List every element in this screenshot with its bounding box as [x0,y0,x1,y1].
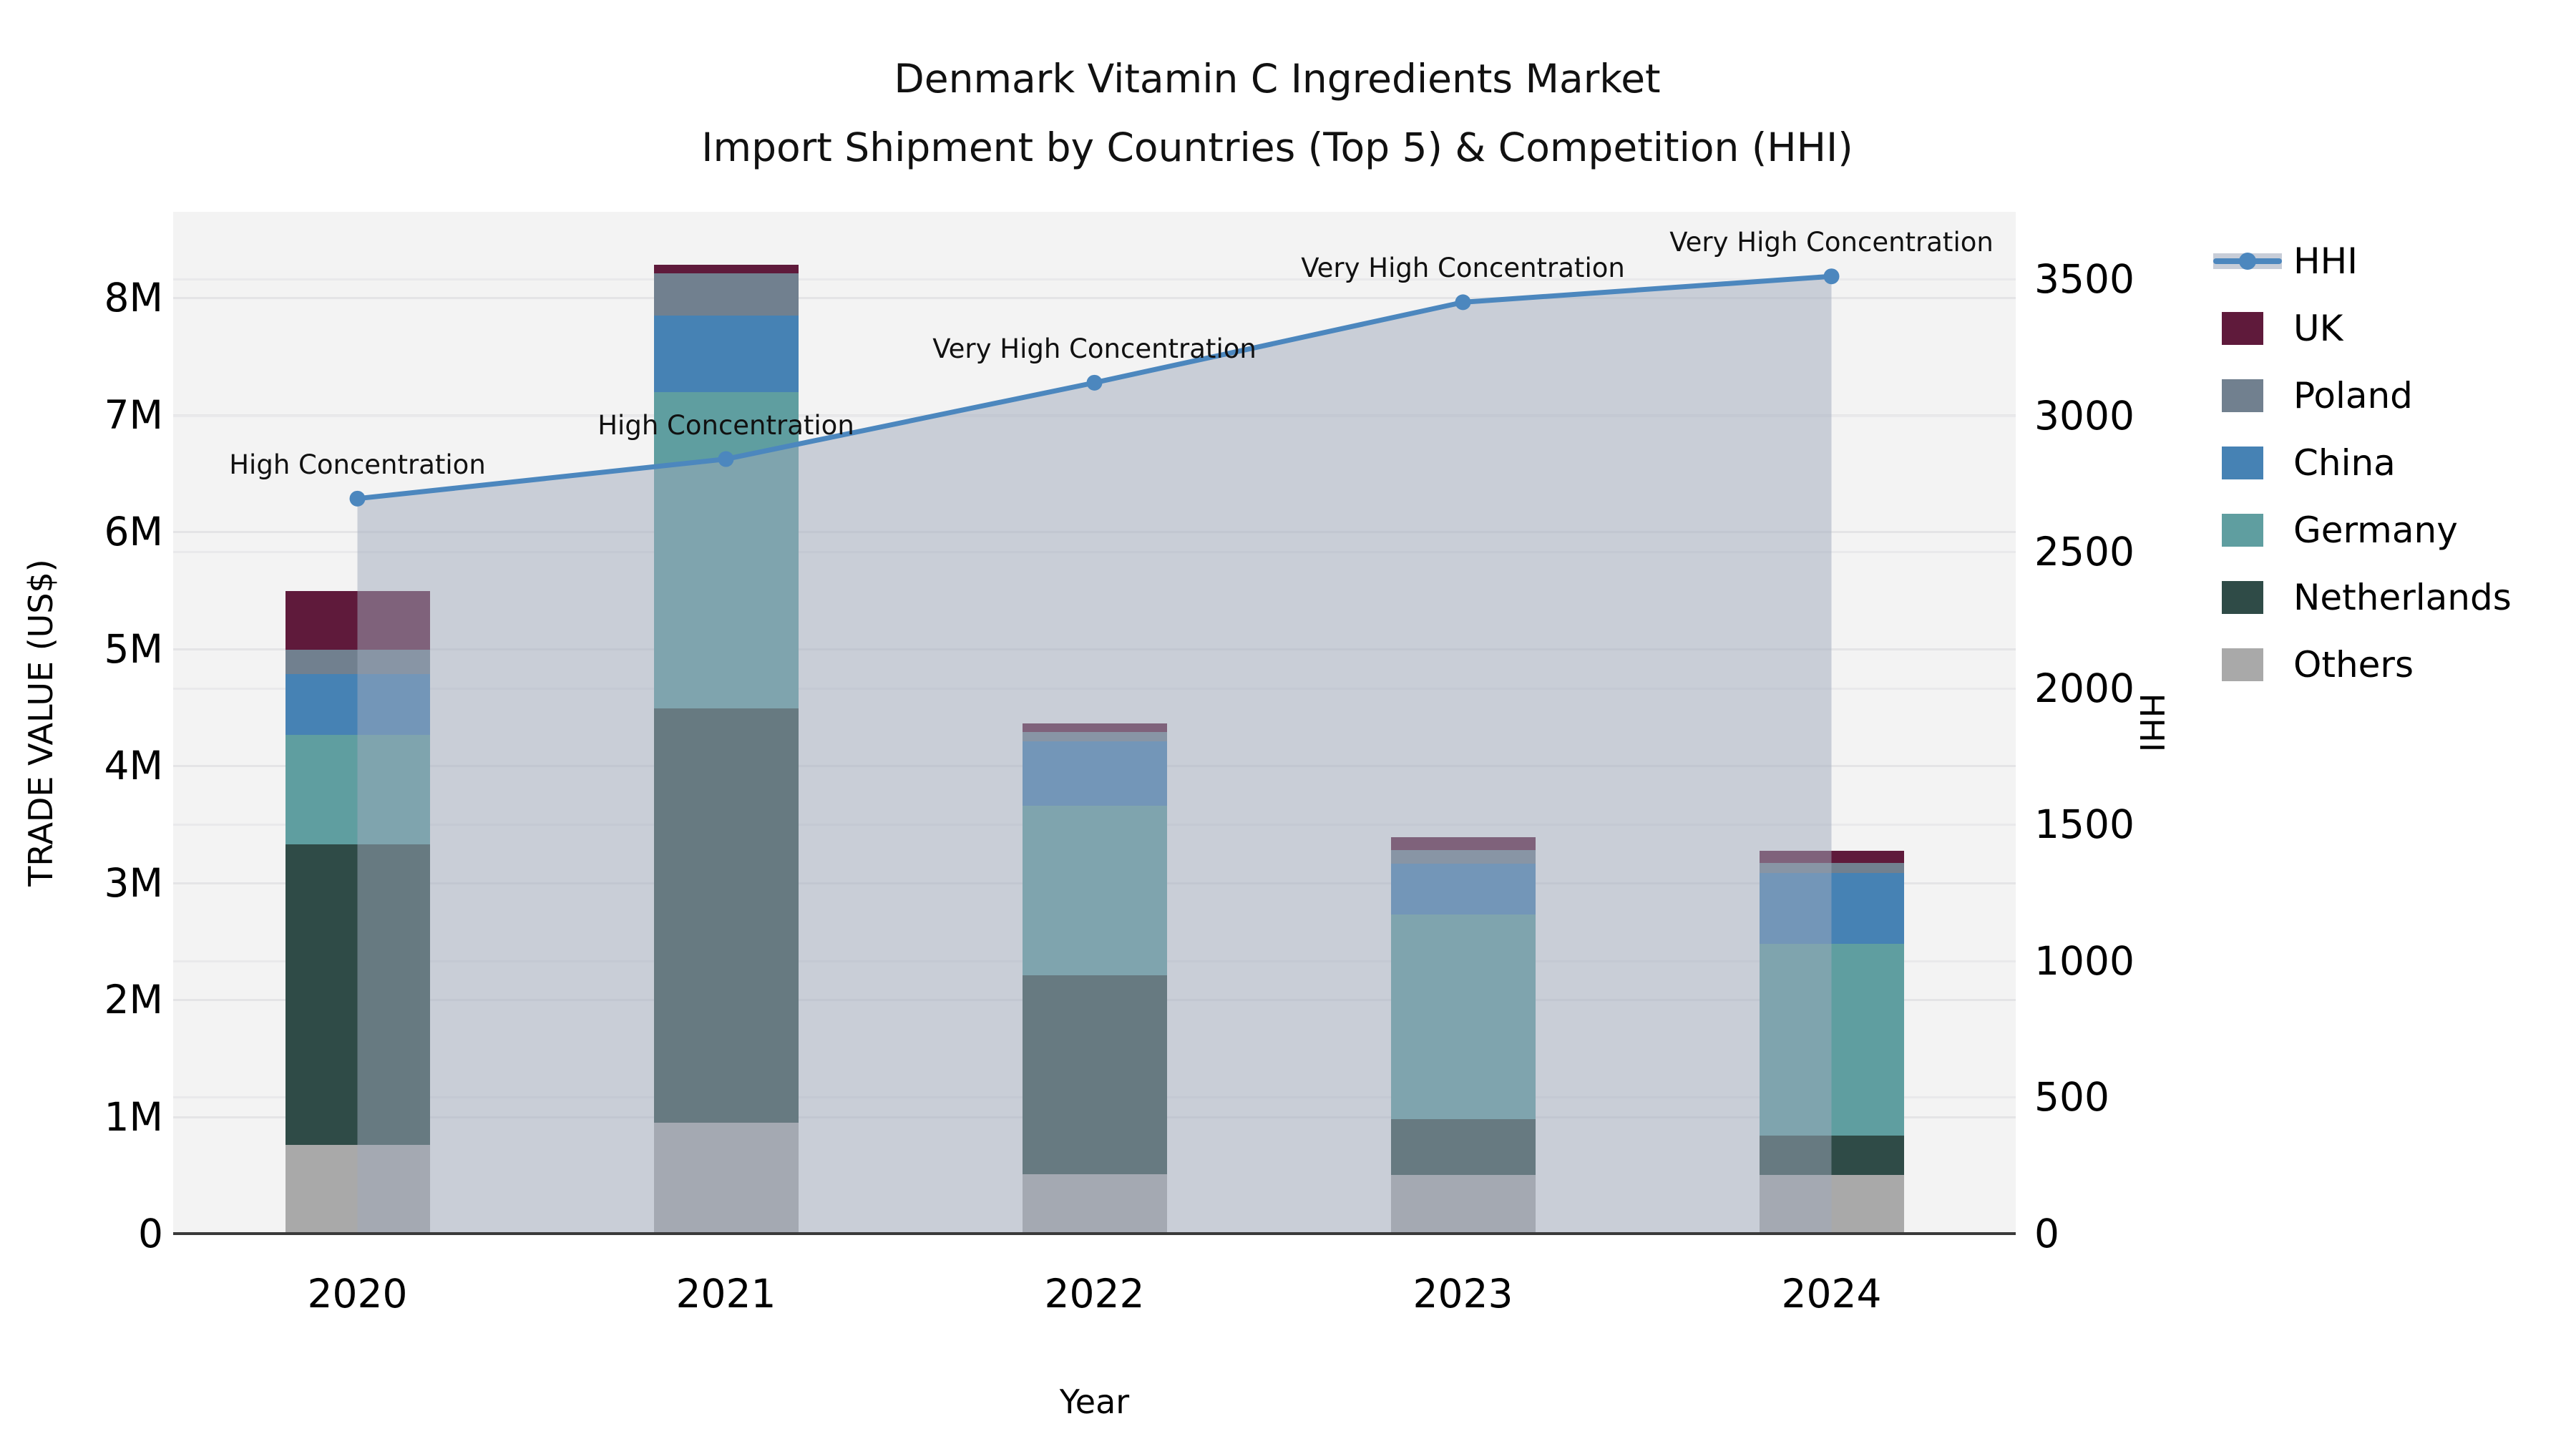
x-tick-2024: 2024 [1781,1271,1882,1317]
gridline-hhi-3500 [173,278,2016,280]
hhi-marker-swatch [2239,253,2256,270]
legend-swatch-germany-icon [2222,514,2263,547]
chart-title: Denmark Vitamin C Ingredients Market Imp… [701,56,1853,171]
hhi-legend-swatch-icon [2213,245,2282,278]
hhi-point-2024 [1823,268,1840,285]
bar-segment-2021-china [653,315,799,393]
annotation-2021: High Concentration [597,409,854,441]
legend-label-hhi: HHI [2293,240,2358,282]
y-right-tick-500: 500 [2034,1074,2109,1121]
legend-swatch-netherlands-icon [2222,581,2263,614]
hhi-area-fill [357,276,1832,1234]
legend-label-germany: Germany [2293,509,2458,551]
legend-swatch-others-icon [2222,648,2263,681]
x-axis-spine [173,1232,2016,1235]
x-axis-label: Year [1059,1382,1130,1421]
hhi-point-2021 [718,451,734,467]
y-left-tick-8M: 8M [104,275,163,321]
hhi-point-2022 [1086,374,1103,391]
legend-label-china: China [2293,442,2396,484]
y-right-tick-1000: 1000 [2034,937,2135,984]
bar-segment-2021-uk [653,265,799,273]
legend-label-others: Others [2293,644,2414,686]
y-left-tick-4M: 4M [104,743,163,789]
bar-segment-2021-poland [653,273,799,316]
legend-swatch-china-icon [2222,447,2263,479]
legend-swatch-poland-icon [2222,379,2263,412]
x-tick-2023: 2023 [1413,1271,1513,1317]
hhi-point-2023 [1455,294,1471,311]
y-right-tick-2000: 2000 [2034,665,2135,711]
gridline-trade-8M [173,297,2016,299]
y-left-tick-1M: 1M [104,1093,163,1140]
annotation-2023: Very High Concentration [1301,253,1625,284]
y-left-tick-6M: 6M [104,509,163,555]
legend-label-uk: UK [2293,308,2343,349]
annotation-2022: Very High Concentration [932,333,1257,364]
x-tick-2022: 2022 [1044,1271,1145,1317]
y-right-tick-2500: 2500 [2034,529,2135,575]
legend-label-poland: Poland [2293,375,2413,416]
legend-swatch-uk-icon [2222,312,2263,345]
y-left-tick-0: 0 [138,1211,163,1257]
y-left-tick-7M: 7M [104,391,163,438]
x-tick-2020: 2020 [307,1271,408,1317]
annotation-2020: High Concentration [229,449,486,480]
x-tick-2021: 2021 [675,1271,776,1317]
y-left-tick-5M: 5M [104,625,163,672]
y-right-tick-0: 0 [2034,1211,2059,1257]
legend-label-netherlands: Netherlands [2293,577,2512,618]
y-right-tick-3000: 3000 [2034,392,2135,439]
hhi-point-2020 [349,490,366,507]
y-right-tick-3500: 3500 [2034,256,2135,302]
y-left-tick-2M: 2M [104,977,163,1023]
annotation-2024: Very High Concentration [1669,227,1994,258]
y-right-tick-1500: 1500 [2034,801,2135,848]
y-left-tick-3M: 3M [104,859,163,906]
